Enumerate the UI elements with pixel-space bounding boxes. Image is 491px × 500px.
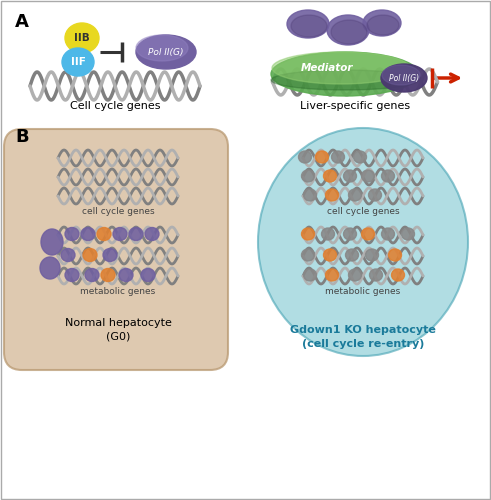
Ellipse shape <box>299 151 311 163</box>
Ellipse shape <box>303 269 317 281</box>
Ellipse shape <box>344 170 356 182</box>
Text: A: A <box>15 13 29 31</box>
Ellipse shape <box>271 70 419 90</box>
Ellipse shape <box>382 228 394 240</box>
Ellipse shape <box>81 228 95 240</box>
Ellipse shape <box>391 269 405 281</box>
Ellipse shape <box>258 128 468 356</box>
Ellipse shape <box>129 228 143 240</box>
Ellipse shape <box>367 15 399 35</box>
Ellipse shape <box>65 228 79 240</box>
Text: Liver-specific genes: Liver-specific genes <box>300 101 410 111</box>
Ellipse shape <box>381 64 427 92</box>
Text: Cell cycle genes: Cell cycle genes <box>70 101 160 111</box>
Ellipse shape <box>344 228 356 240</box>
Text: metabolic genes: metabolic genes <box>81 288 156 296</box>
Ellipse shape <box>316 151 328 163</box>
FancyBboxPatch shape <box>4 129 228 370</box>
Text: IIF: IIF <box>71 57 85 67</box>
Ellipse shape <box>326 269 338 281</box>
Text: IIB: IIB <box>74 33 90 43</box>
Ellipse shape <box>363 10 401 36</box>
Ellipse shape <box>141 268 155 281</box>
Ellipse shape <box>331 151 345 163</box>
Ellipse shape <box>322 228 334 240</box>
Ellipse shape <box>301 170 315 182</box>
Ellipse shape <box>382 170 394 182</box>
Text: Gdown1 KO hepatocyte
(cell cycle re-entry): Gdown1 KO hepatocyte (cell cycle re-entr… <box>290 326 436 348</box>
Ellipse shape <box>331 20 367 44</box>
Ellipse shape <box>382 65 420 85</box>
Ellipse shape <box>271 52 419 96</box>
Ellipse shape <box>324 249 336 261</box>
Text: metabolic genes: metabolic genes <box>326 288 401 296</box>
Ellipse shape <box>349 189 361 201</box>
Text: Mediator: Mediator <box>301 63 353 73</box>
Ellipse shape <box>65 23 99 53</box>
Ellipse shape <box>354 151 366 163</box>
Ellipse shape <box>327 15 369 45</box>
Ellipse shape <box>119 268 133 281</box>
Ellipse shape <box>41 229 63 255</box>
Text: Pol II(G): Pol II(G) <box>389 74 419 82</box>
Ellipse shape <box>113 228 127 240</box>
Text: cell cycle genes: cell cycle genes <box>327 208 399 216</box>
Ellipse shape <box>61 248 75 262</box>
Text: cell cycle genes: cell cycle genes <box>82 208 154 216</box>
Ellipse shape <box>370 269 382 281</box>
Ellipse shape <box>301 228 315 240</box>
Text: Normal hepatocyte
(G0): Normal hepatocyte (G0) <box>64 318 171 342</box>
Ellipse shape <box>361 170 375 182</box>
Ellipse shape <box>62 48 94 76</box>
Ellipse shape <box>365 249 379 261</box>
Ellipse shape <box>287 10 329 38</box>
Text: Pol II(G): Pol II(G) <box>148 48 184 56</box>
Ellipse shape <box>346 249 358 261</box>
Ellipse shape <box>303 189 317 201</box>
Ellipse shape <box>361 228 375 240</box>
Ellipse shape <box>40 257 60 279</box>
Ellipse shape <box>101 268 115 281</box>
Ellipse shape <box>103 248 117 262</box>
Ellipse shape <box>326 189 338 201</box>
Ellipse shape <box>85 268 99 281</box>
Ellipse shape <box>402 228 414 240</box>
Text: B: B <box>15 128 28 146</box>
Ellipse shape <box>349 269 361 281</box>
Ellipse shape <box>291 15 327 37</box>
Ellipse shape <box>272 52 410 84</box>
Ellipse shape <box>301 249 315 261</box>
Ellipse shape <box>369 189 382 201</box>
Ellipse shape <box>97 228 111 240</box>
Ellipse shape <box>324 170 336 182</box>
Ellipse shape <box>65 268 79 281</box>
Ellipse shape <box>145 228 159 240</box>
Ellipse shape <box>83 248 97 262</box>
Ellipse shape <box>388 249 402 261</box>
Ellipse shape <box>136 35 188 61</box>
Ellipse shape <box>136 35 196 69</box>
